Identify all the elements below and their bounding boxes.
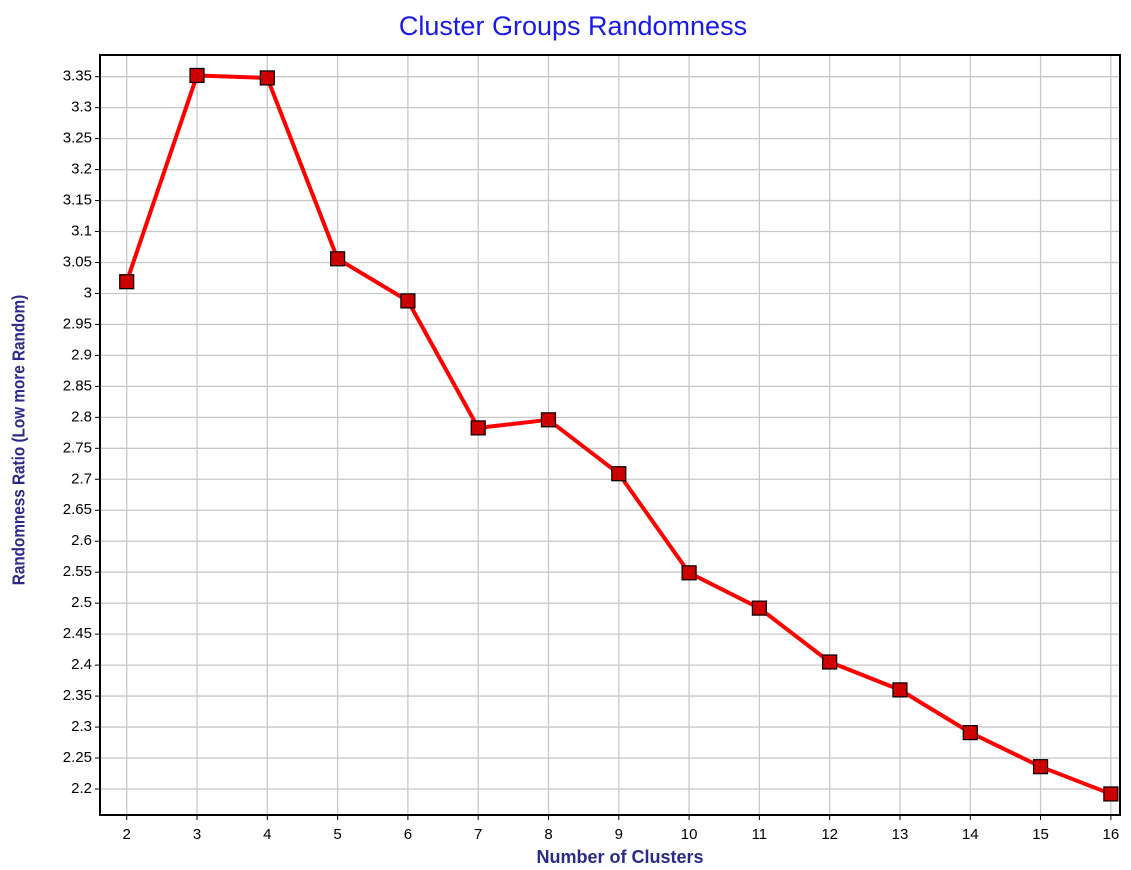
y-tick-label: 2.55 xyxy=(63,563,92,580)
y-tick-label: 2.85 xyxy=(63,377,92,394)
x-tick-label: 2 xyxy=(123,826,131,843)
y-tick-label: 3.25 xyxy=(63,130,92,147)
x-tick-label: 3 xyxy=(193,826,201,843)
x-axis-label: Number of Clusters xyxy=(536,847,703,867)
x-tick-label: 16 xyxy=(1103,826,1120,843)
marker xyxy=(751,600,767,616)
y-tick-label: 2.2 xyxy=(71,780,92,797)
y-tick-label: 2.5 xyxy=(71,594,92,611)
marker xyxy=(189,67,205,84)
x-tick-label: 12 xyxy=(821,826,838,843)
y-tick-label: 3.05 xyxy=(63,253,92,270)
plot-area xyxy=(100,55,1120,815)
chart-title: Cluster Groups Randomness xyxy=(399,11,747,41)
x-tick-label: 10 xyxy=(681,826,698,843)
y-tick-label: 2.3 xyxy=(71,718,92,735)
marker xyxy=(119,274,135,290)
x-tick-label: 15 xyxy=(1032,826,1049,843)
x-tick-label: 7 xyxy=(474,826,482,843)
y-tick-label: 2.45 xyxy=(63,625,92,642)
x-tick-label: 14 xyxy=(962,826,979,843)
marker xyxy=(681,565,697,581)
y-tick-label: 3.2 xyxy=(71,161,92,178)
marker xyxy=(892,682,908,698)
marker xyxy=(1103,786,1119,802)
x-tick-label: 4 xyxy=(263,826,271,843)
marker xyxy=(470,420,486,436)
marker xyxy=(540,412,557,428)
marker xyxy=(611,466,627,482)
x-tick-label: 11 xyxy=(752,826,768,843)
y-axis-label: Randomness Ratio (Low more Random) xyxy=(9,295,29,585)
marker xyxy=(962,725,978,741)
y-tick-label: 3.35 xyxy=(63,68,92,85)
x-tick-label: 6 xyxy=(404,826,412,843)
marker xyxy=(400,293,416,309)
x-tick-label: 8 xyxy=(544,826,552,843)
plot-frame xyxy=(99,54,1121,816)
y-tick-label: 2.8 xyxy=(71,408,92,425)
y-tick-label: 2.6 xyxy=(71,532,92,549)
marker xyxy=(330,251,346,267)
y-tick-label: 2.9 xyxy=(71,346,92,363)
y-tick-label: 2.95 xyxy=(63,315,92,332)
y-tick-label: 2.65 xyxy=(63,501,92,518)
marker xyxy=(1032,759,1049,775)
y-tick-label: 3.3 xyxy=(71,99,92,116)
y-tick-label: 3 xyxy=(84,284,92,301)
x-tick-label: 13 xyxy=(892,826,909,843)
y-tick-label: 3.15 xyxy=(63,192,92,209)
y-tick-label: 2.75 xyxy=(63,439,92,456)
y-tick-label: 2.35 xyxy=(63,687,92,704)
marker xyxy=(822,654,838,670)
x-tick-label: 5 xyxy=(333,826,341,843)
marker xyxy=(259,70,275,86)
x-tick-label: 9 xyxy=(615,826,623,843)
y-tick-label: 2.25 xyxy=(63,749,92,766)
y-tick-label: 2.7 xyxy=(71,470,92,487)
y-tick-label: 2.4 xyxy=(71,656,92,673)
y-tick-label: 3.1 xyxy=(71,222,92,239)
